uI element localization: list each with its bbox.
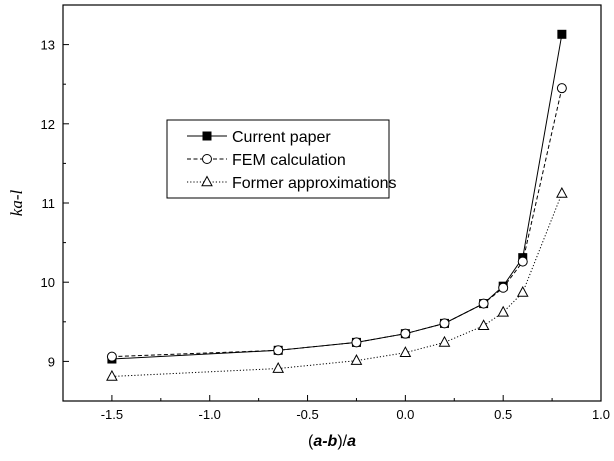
legend-label: Current paper (232, 129, 331, 146)
circle-marker (478, 298, 489, 309)
x-tick-label: -1.0 (199, 407, 221, 422)
series-open-triangle (106, 186, 568, 381)
legend: Current paper FEM calculation Former appro… (166, 119, 397, 199)
triangle-marker (516, 285, 529, 297)
circle-marker (106, 351, 117, 362)
circle-marker (351, 337, 362, 348)
triangle-marker (497, 305, 510, 317)
x-tick-label: 0.5 (494, 407, 512, 422)
series-layer (106, 29, 568, 381)
series-line (111, 193, 563, 377)
triangle-marker (201, 175, 213, 187)
triangle-marker (556, 186, 568, 198)
axis-ticks: -1.5 -1.0 -0.5 0.0 0.5 1.0 9 10 11 12 13 (41, 4, 610, 422)
triangle-marker (438, 335, 451, 347)
legend-items: Current paper FEM calculation Former appro… (187, 129, 397, 192)
triangle-marker (350, 354, 363, 365)
x-tick-label: 1.0 (592, 407, 610, 422)
y-tick-label: 12 (41, 117, 55, 132)
triangle-marker (477, 319, 490, 331)
y-axis-title: ka-l (7, 190, 26, 217)
x-tick-label: -1.5 (101, 407, 123, 422)
circle-marker (202, 154, 212, 164)
circle-marker (556, 83, 567, 94)
circle-marker (273, 345, 284, 356)
triangle-marker (399, 346, 412, 357)
y-tick-label: 9 (48, 354, 55, 369)
y-tick-label: 13 (41, 38, 55, 53)
legend-label: FEM calculation (232, 152, 346, 169)
triangle-marker (106, 369, 118, 381)
x-axis-title: (a-b)/a (308, 433, 356, 450)
square-marker (557, 29, 567, 39)
triangle-marker (272, 361, 285, 373)
square-marker (202, 131, 212, 141)
circle-marker (439, 318, 450, 329)
circle-marker (498, 282, 509, 293)
plot-frame (62, 4, 602, 402)
circle-marker (517, 256, 528, 267)
x-tick-label: 0.0 (396, 407, 414, 422)
x-tick-label: -0.5 (296, 407, 318, 422)
series-open-circle (106, 83, 567, 362)
legend-label: Former approximations (232, 175, 397, 192)
y-tick-label: 11 (42, 196, 56, 211)
y-tick-label: 10 (41, 275, 55, 290)
circle-marker (400, 328, 411, 339)
